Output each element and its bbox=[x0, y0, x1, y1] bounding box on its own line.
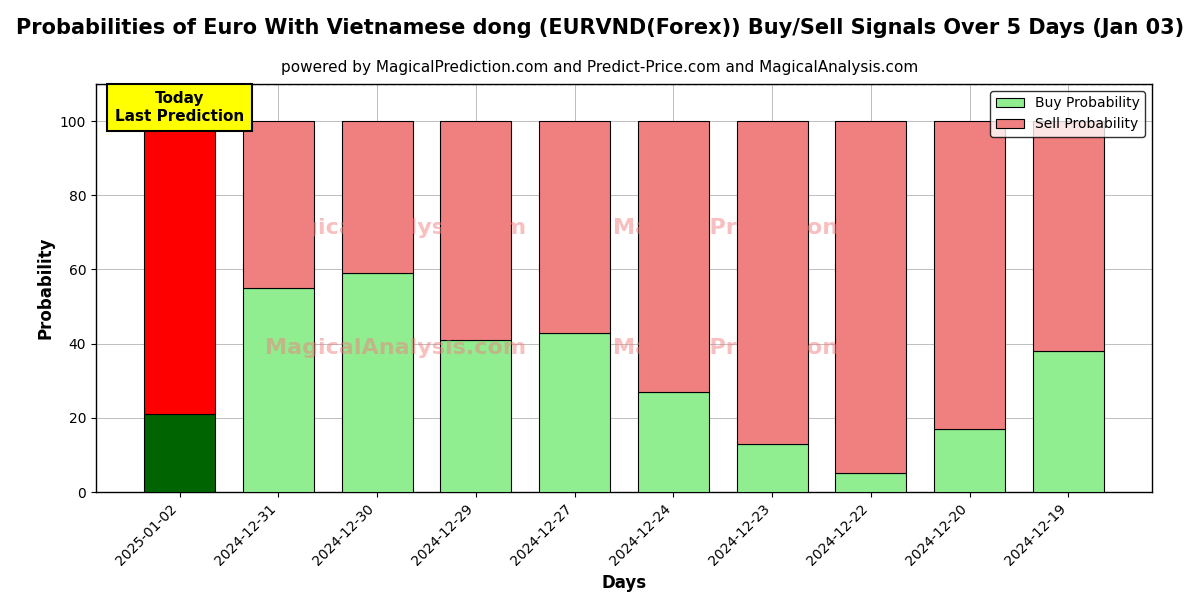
Text: MagicalPrediction.com: MagicalPrediction.com bbox=[613, 218, 899, 238]
Bar bbox=[342, 121, 413, 273]
Text: Probabilities of Euro With Vietnamese dong (EURVND(Forex)) Buy/Sell Signals Over: Probabilities of Euro With Vietnamese do… bbox=[16, 18, 1184, 38]
Bar bbox=[638, 392, 709, 492]
Text: MagicalPrediction.com: MagicalPrediction.com bbox=[613, 338, 899, 358]
Bar bbox=[144, 414, 215, 492]
Bar bbox=[342, 273, 413, 492]
Bar bbox=[144, 121, 215, 414]
Bar bbox=[835, 473, 906, 492]
Bar bbox=[1033, 121, 1104, 351]
Text: powered by MagicalPrediction.com and Predict-Price.com and MagicalAnalysis.com: powered by MagicalPrediction.com and Pre… bbox=[281, 60, 919, 75]
Text: MagicalAnalysis.com: MagicalAnalysis.com bbox=[265, 338, 527, 358]
Bar bbox=[737, 121, 808, 444]
Bar bbox=[934, 429, 1006, 492]
Bar bbox=[1033, 351, 1104, 492]
X-axis label: Days: Days bbox=[601, 574, 647, 592]
Bar bbox=[440, 121, 511, 340]
Text: Today
Last Prediction: Today Last Prediction bbox=[115, 91, 244, 124]
Bar bbox=[539, 332, 610, 492]
Bar bbox=[638, 121, 709, 392]
Bar bbox=[539, 121, 610, 332]
Bar bbox=[242, 288, 314, 492]
Bar bbox=[835, 121, 906, 473]
Bar bbox=[934, 121, 1006, 429]
Legend: Buy Probability, Sell Probability: Buy Probability, Sell Probability bbox=[990, 91, 1145, 137]
Text: MagicalAnalysis.com: MagicalAnalysis.com bbox=[265, 218, 527, 238]
Bar bbox=[440, 340, 511, 492]
Y-axis label: Probability: Probability bbox=[36, 237, 54, 339]
Bar bbox=[242, 121, 314, 288]
Bar bbox=[737, 444, 808, 492]
